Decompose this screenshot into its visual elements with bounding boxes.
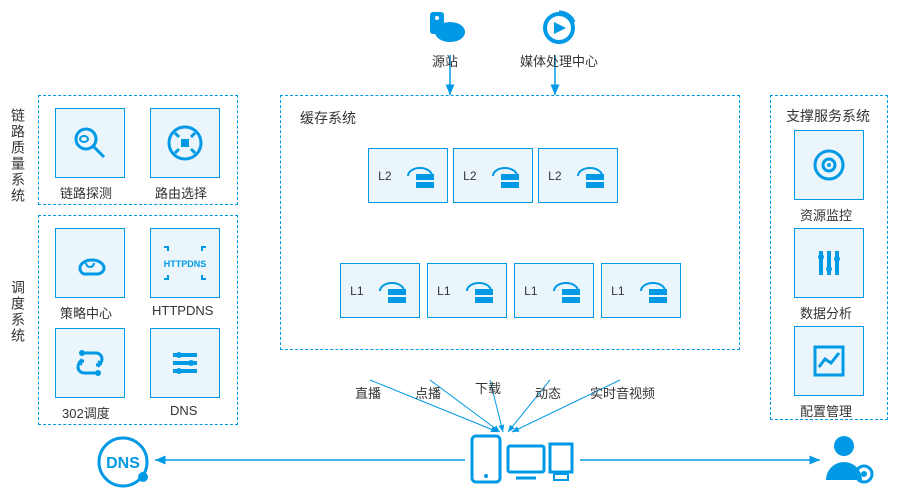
l2-label-2: L2 xyxy=(548,169,561,183)
service-4: 实时音视频 xyxy=(590,383,655,402)
devices-icon xyxy=(468,432,578,487)
user-icon xyxy=(822,432,877,487)
l2-node-0: L2 xyxy=(368,148,448,203)
sched302-label: 302调度 xyxy=(62,403,110,422)
sliders-icon xyxy=(809,243,849,283)
service-2: 下载 xyxy=(475,378,501,397)
media-icon xyxy=(534,8,584,48)
resource-monitor-label: 资源监控 xyxy=(800,205,852,224)
l1-label-1: L1 xyxy=(437,284,450,298)
policy-center-card xyxy=(55,228,125,298)
config-manage-card xyxy=(794,326,864,396)
policy-center-label: 策略中心 xyxy=(60,303,112,322)
link-detect-card xyxy=(55,108,125,178)
media-label: 媒体处理中心 xyxy=(520,51,598,70)
dns-circle: DNS xyxy=(95,435,155,493)
group2-title: 调度系统 xyxy=(8,280,28,344)
user xyxy=(822,432,877,490)
dns-circle-icon: DNS xyxy=(95,435,155,490)
dns-card xyxy=(150,328,220,398)
dns-icon xyxy=(165,343,205,383)
route-select-card xyxy=(150,108,220,178)
dns-label: DNS xyxy=(170,403,197,418)
support-title: 支撑服务系统 xyxy=(786,106,870,126)
l1-node-0: L1 xyxy=(340,263,420,318)
service-1: 点播 xyxy=(415,383,441,402)
l2-node-1: L2 xyxy=(453,148,533,203)
l1-node-1: L1 xyxy=(427,263,507,318)
l2-label-0: L2 xyxy=(378,169,391,183)
sched302-card xyxy=(55,328,125,398)
group1-title: 链路质量系统 xyxy=(8,108,28,204)
svg-text:DNS: DNS xyxy=(106,455,140,472)
httpdns-icon: HTTPDNS xyxy=(162,243,208,283)
cache-title: 缓存系统 xyxy=(300,108,356,128)
eye-icon xyxy=(809,145,849,185)
service-0: 直播 xyxy=(355,383,381,402)
service-3: 动态 xyxy=(535,383,561,402)
httpdns-card: HTTPDNS xyxy=(150,228,220,298)
server-icon xyxy=(402,158,438,194)
server-icon xyxy=(548,273,584,309)
server-icon xyxy=(461,273,497,309)
svg-text:HTTPDNS: HTTPDNS xyxy=(164,259,207,269)
link-detect-label: 链路探测 xyxy=(60,183,112,202)
origin-node: 源站 xyxy=(420,8,470,70)
link-detect-icon xyxy=(70,123,110,163)
policy-center-icon xyxy=(70,243,110,283)
data-analysis-card xyxy=(794,228,864,298)
l1-label-3: L1 xyxy=(611,284,624,298)
server-icon xyxy=(487,158,523,194)
chart-icon xyxy=(809,341,849,381)
server-icon xyxy=(635,273,671,309)
server-icon xyxy=(572,158,608,194)
l1-node-2: L1 xyxy=(514,263,594,318)
route-select-icon xyxy=(165,123,205,163)
l2-node-2: L2 xyxy=(538,148,618,203)
origin-icon xyxy=(420,8,470,48)
httpdns-label: HTTPDNS xyxy=(152,303,213,318)
l2-label-1: L2 xyxy=(463,169,476,183)
devices xyxy=(468,432,578,490)
l1-label-0: L1 xyxy=(350,284,363,298)
config-manage-label: 配置管理 xyxy=(800,401,852,420)
server-icon xyxy=(374,273,410,309)
origin-label: 源站 xyxy=(420,51,470,70)
l1-label-2: L1 xyxy=(524,284,537,298)
route-select-label: 路由选择 xyxy=(155,183,207,202)
data-analysis-label: 数据分析 xyxy=(800,303,852,322)
media-node: 媒体处理中心 xyxy=(520,8,598,70)
sched302-icon xyxy=(70,343,110,383)
resource-monitor-card xyxy=(794,130,864,200)
l1-node-3: L1 xyxy=(601,263,681,318)
